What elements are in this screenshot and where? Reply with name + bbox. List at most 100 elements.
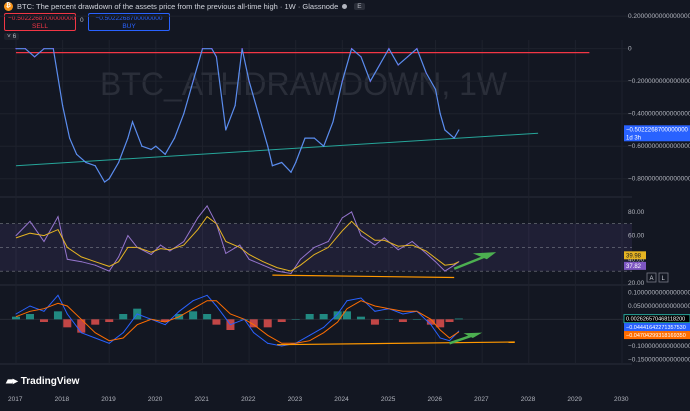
y-axis-tick-label: 0.2000000000000000 [628,13,690,20]
macd-histogram-bar [161,319,170,322]
rsi-point [136,246,138,248]
rsi-point [276,270,278,272]
rsi-last-value: 39.98 [626,253,642,259]
macd-point [430,324,432,326]
rsi-point [239,244,241,246]
macd-histogram-bar [356,316,365,320]
macd-point [243,318,245,320]
x-axis-tick-label: 2017 [8,396,23,403]
macd-histogram-bar [277,319,286,322]
macd-histogram-bar [342,311,351,320]
macd-histogram-bar [384,319,393,320]
buy-label: BUY [122,23,136,30]
macd-divergence-line [277,341,515,346]
rsi-point [351,211,353,213]
macd-histogram-bar [249,319,258,328]
y-axis-tick-label: −0.2000000000000000 [628,78,690,85]
drawdown-series-line[interactable] [16,47,460,183]
drawdown-point [281,161,283,164]
drawdown-point [211,48,213,50]
indicator-count: 6 [12,33,17,40]
macd-y-tick-label: −0.1500000000000000 [628,356,690,363]
status-dot [342,4,348,9]
drawdown-point [341,80,343,82]
rsi-point [290,273,292,275]
macd-point [150,318,152,320]
drawdown-point [34,56,36,58]
macd-point [439,337,441,339]
macd-point [337,313,339,315]
signal-last-tag [624,331,690,340]
drawdown-point [131,121,134,123]
alert-a-button[interactable] [646,272,657,283]
tradingview-logo[interactable]: ▰▸ TradingView [6,376,79,387]
rsi-point [94,264,96,266]
x-axis-tick-label: 2018 [55,396,70,403]
macd-histogram-bar [445,319,454,322]
rsi-point [435,261,437,263]
y-axis-tick-label: −0.8000000000000001 [628,176,690,183]
rsi-point [183,241,185,242]
drawdown-point [351,48,353,50]
macd-histogram-bar [212,319,221,325]
drawdown-point [379,64,381,66]
support-trendline [15,132,539,167]
drawdown-point [15,48,17,50]
indicator-collapse-toggle[interactable]: ˅ 6 [4,33,20,40]
macd-histogram-bar [436,319,445,328]
rsi-point [374,244,376,246]
buy-button[interactable]: −0.5022268700000000 BUY [88,13,170,31]
rsi-band [0,223,632,272]
drawdown-point [434,88,437,90]
drawdown-point [76,153,78,155]
drawdown-point [360,56,362,58]
drawdown-point [108,178,110,180]
drawdown-point [150,148,152,151]
drawdown-point [234,104,236,107]
rsi-point [108,270,110,272]
y-axis-tick-label: −0.4000000000000000 [628,111,690,118]
rsi-point [29,220,31,222]
chart-title: BTC: The percent drawdown of the assets … [17,2,339,11]
signal-last-value: −0.04704299318169350 [626,333,686,339]
alert-a-icon: A [650,276,654,282]
x-axis-tick-label: 2029 [567,396,582,403]
drawdown-point [69,137,71,139]
drawdown-point [439,113,441,115]
macd-histogram-bar [25,314,34,320]
sell-price: −0.5022268700000000 [8,15,76,22]
bitcoin-icon: ₿ [4,2,13,11]
x-axis-tick-label: 2028 [521,396,536,403]
rsi-ma-line[interactable] [15,215,460,272]
rsi-point [248,258,250,260]
drawdown-point [201,48,204,50]
drawdown-point [388,48,390,50]
x-axis-tick-label: 2025 [381,396,396,403]
macd-point [229,324,231,326]
macd-histogram-bar [203,314,212,320]
rsi-point [225,252,227,254]
macd-point [360,297,362,299]
e-badge[interactable]: E [354,3,365,10]
rsi-point [57,216,59,218]
macd-histogram-bar [319,314,328,320]
x-axis-tick-label: 2027 [474,396,489,403]
drawdown-point [85,161,87,164]
rsi-point [15,235,17,237]
macd-point [164,324,166,326]
macd-point [267,342,269,344]
sell-button[interactable]: −0.5022268700000000 SELL [4,13,76,31]
rsi-point [118,256,120,258]
macd-point [281,345,283,347]
macd-y-tick-label: 0.1000000000000000 [628,290,690,297]
drawdown-point [416,48,418,50]
macd-point [323,326,325,328]
rsi-point [215,223,217,225]
macd-up-arrow [449,334,474,345]
log-l-button[interactable] [658,272,669,283]
macd-histogram-bar [426,319,435,325]
macd-histogram-bar [77,319,86,333]
macd-point [388,308,390,310]
rsi-point [206,205,208,207]
